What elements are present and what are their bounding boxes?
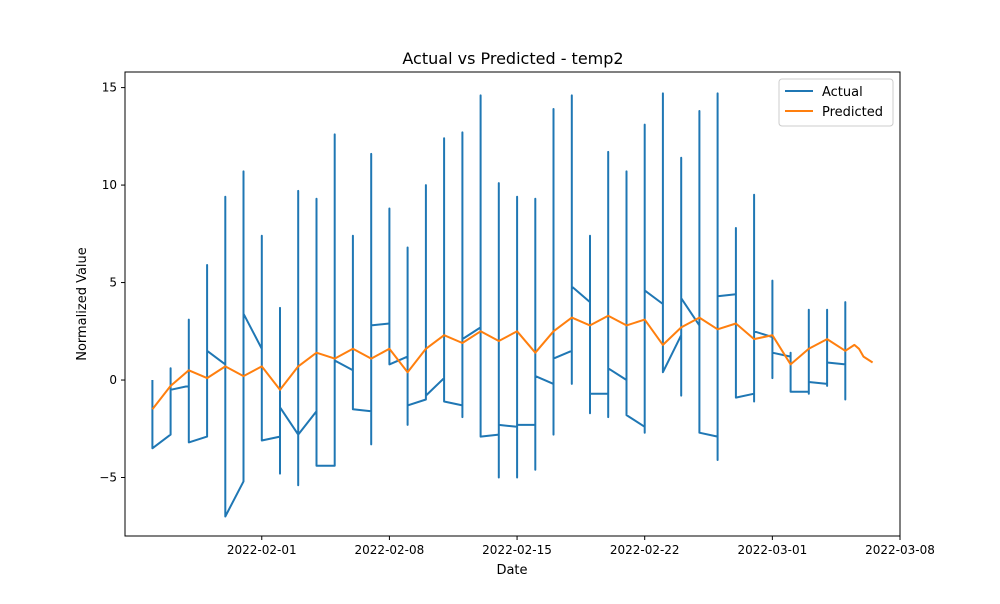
y-tick-label: 5 xyxy=(109,276,117,290)
y-tick-label: −5 xyxy=(99,471,117,485)
y-tick-label: 0 xyxy=(109,373,117,387)
x-tick-label: 2022-02-08 xyxy=(355,543,425,557)
x-tick-label: 2022-02-01 xyxy=(227,543,297,557)
x-tick-label: 2022-02-22 xyxy=(610,543,680,557)
x-axis-label: Date xyxy=(496,563,527,578)
y-tick-label: 10 xyxy=(102,178,117,192)
x-tick-label: 2022-02-15 xyxy=(482,543,552,557)
legend: Actual Predicted xyxy=(779,79,893,126)
chart-title: Actual vs Predicted - temp2 xyxy=(402,49,623,68)
legend-label-actual: Actual xyxy=(822,85,863,100)
y-tick-label: 15 xyxy=(102,81,117,95)
y-axis-label: Normalized Value xyxy=(75,247,90,361)
legend-label-predicted: Predicted xyxy=(822,105,883,120)
x-tick-label: 2022-03-08 xyxy=(865,543,935,557)
x-tick-label: 2022-03-01 xyxy=(737,543,807,557)
